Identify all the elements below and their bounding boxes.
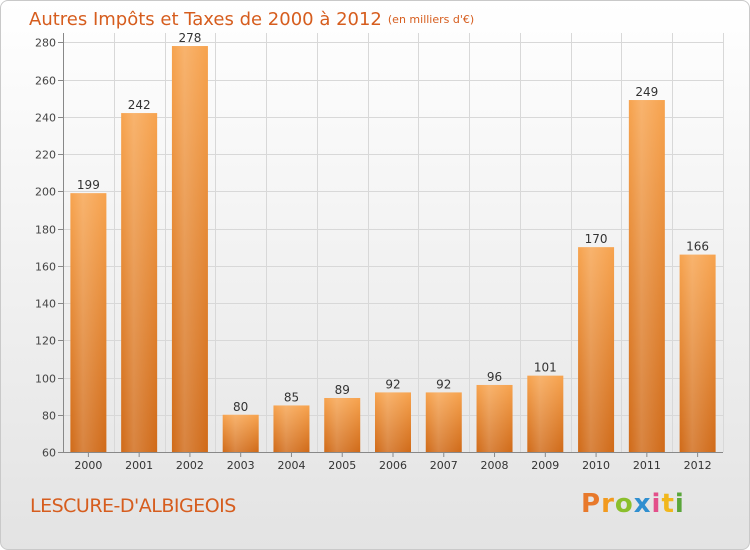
data-label: 170 (585, 232, 608, 246)
y-tick-label: 80 (42, 410, 56, 423)
data-label: 101 (534, 361, 557, 375)
bar-highlight (679, 254, 716, 452)
logo-letter: i (674, 489, 685, 519)
x-tick-label: 2005 (328, 459, 356, 472)
data-label: 278 (178, 31, 201, 45)
logo-letter: P (581, 489, 602, 519)
bar-highlight (121, 113, 158, 452)
y-tick-label: 140 (35, 298, 56, 311)
x-tick-label: 2002 (176, 459, 204, 472)
bar-highlight (425, 392, 462, 452)
bar-highlight (628, 100, 665, 452)
bar-highlight (324, 397, 361, 452)
data-labels: 199 242 278 80 85 89 92 92 96 101 170 249 166 (77, 31, 709, 414)
bar-highlight (171, 46, 208, 453)
bar-highlight (578, 247, 615, 452)
x-tick-label: 2001 (125, 459, 153, 472)
title-text: Autres Impôts et Taxes de 2000 à 2012 (29, 9, 382, 30)
x-tick-label: 2003 (227, 459, 255, 472)
y-tick-label: 120 (35, 335, 56, 348)
x-tick-label: 2011 (633, 459, 661, 472)
chart-title: Autres Impôts et Taxes de 2000 à 2012 (en… (29, 9, 474, 30)
y-tick-label: 180 (35, 224, 56, 237)
bar-highlight (70, 193, 107, 452)
y-tick-label: 160 (35, 261, 56, 274)
logo-letter: r (601, 489, 615, 519)
y-tick-label: 260 (35, 75, 56, 88)
data-label: 92 (436, 377, 451, 391)
place-name: LESCURE-D'ALBIGEOIS (30, 495, 236, 517)
logo-letter: o (614, 489, 634, 519)
data-label: 249 (635, 85, 658, 99)
bar-highlight (222, 414, 259, 452)
y-tick-label: 240 (35, 112, 56, 125)
y-tick-label: 220 (35, 149, 56, 162)
data-label: 166 (686, 240, 709, 254)
x-tick-label: 2007 (430, 459, 458, 472)
logo-letter: t (661, 489, 675, 519)
data-label: 80 (233, 400, 248, 414)
y-tick-label: 60 (42, 447, 56, 460)
data-label: 85 (284, 390, 299, 404)
bar-highlight (527, 375, 564, 452)
data-label: 92 (385, 377, 400, 391)
bars (70, 46, 716, 453)
proxiti-logo: Proxiti (581, 489, 685, 519)
y-tick-label: 200 (35, 186, 56, 199)
logo-letter: x (633, 489, 652, 519)
data-label: 89 (335, 383, 350, 397)
bar-highlight (476, 384, 513, 452)
axes (58, 33, 723, 457)
logo-letter: i (651, 489, 662, 519)
x-tick-label: 2004 (277, 459, 305, 472)
x-tick-label: 2012 (684, 459, 712, 472)
data-label: 96 (487, 370, 502, 384)
x-tick-label: 2009 (531, 459, 559, 472)
y-tick-label: 100 (35, 373, 56, 386)
bar-highlight (375, 392, 411, 452)
data-label: 199 (77, 178, 100, 192)
bar-highlight (273, 405, 310, 452)
x-tick-label: 2000 (74, 459, 102, 472)
chart-subtitle: (en milliers d'€) (387, 13, 475, 26)
y-tick-labels: 60 80 100 120 140 160 180 200 220 240 260 280 (35, 37, 56, 460)
x-tick-label: 2008 (481, 459, 509, 472)
y-tick-label: 280 (35, 37, 56, 50)
x-tick-label: 2010 (582, 459, 610, 472)
x-tick-labels: 2000 2001 2002 2003 2004 2005 2006 2007 2008 2009… (74, 459, 711, 472)
x-tick-label: 2006 (379, 459, 407, 472)
data-label: 242 (128, 98, 151, 112)
